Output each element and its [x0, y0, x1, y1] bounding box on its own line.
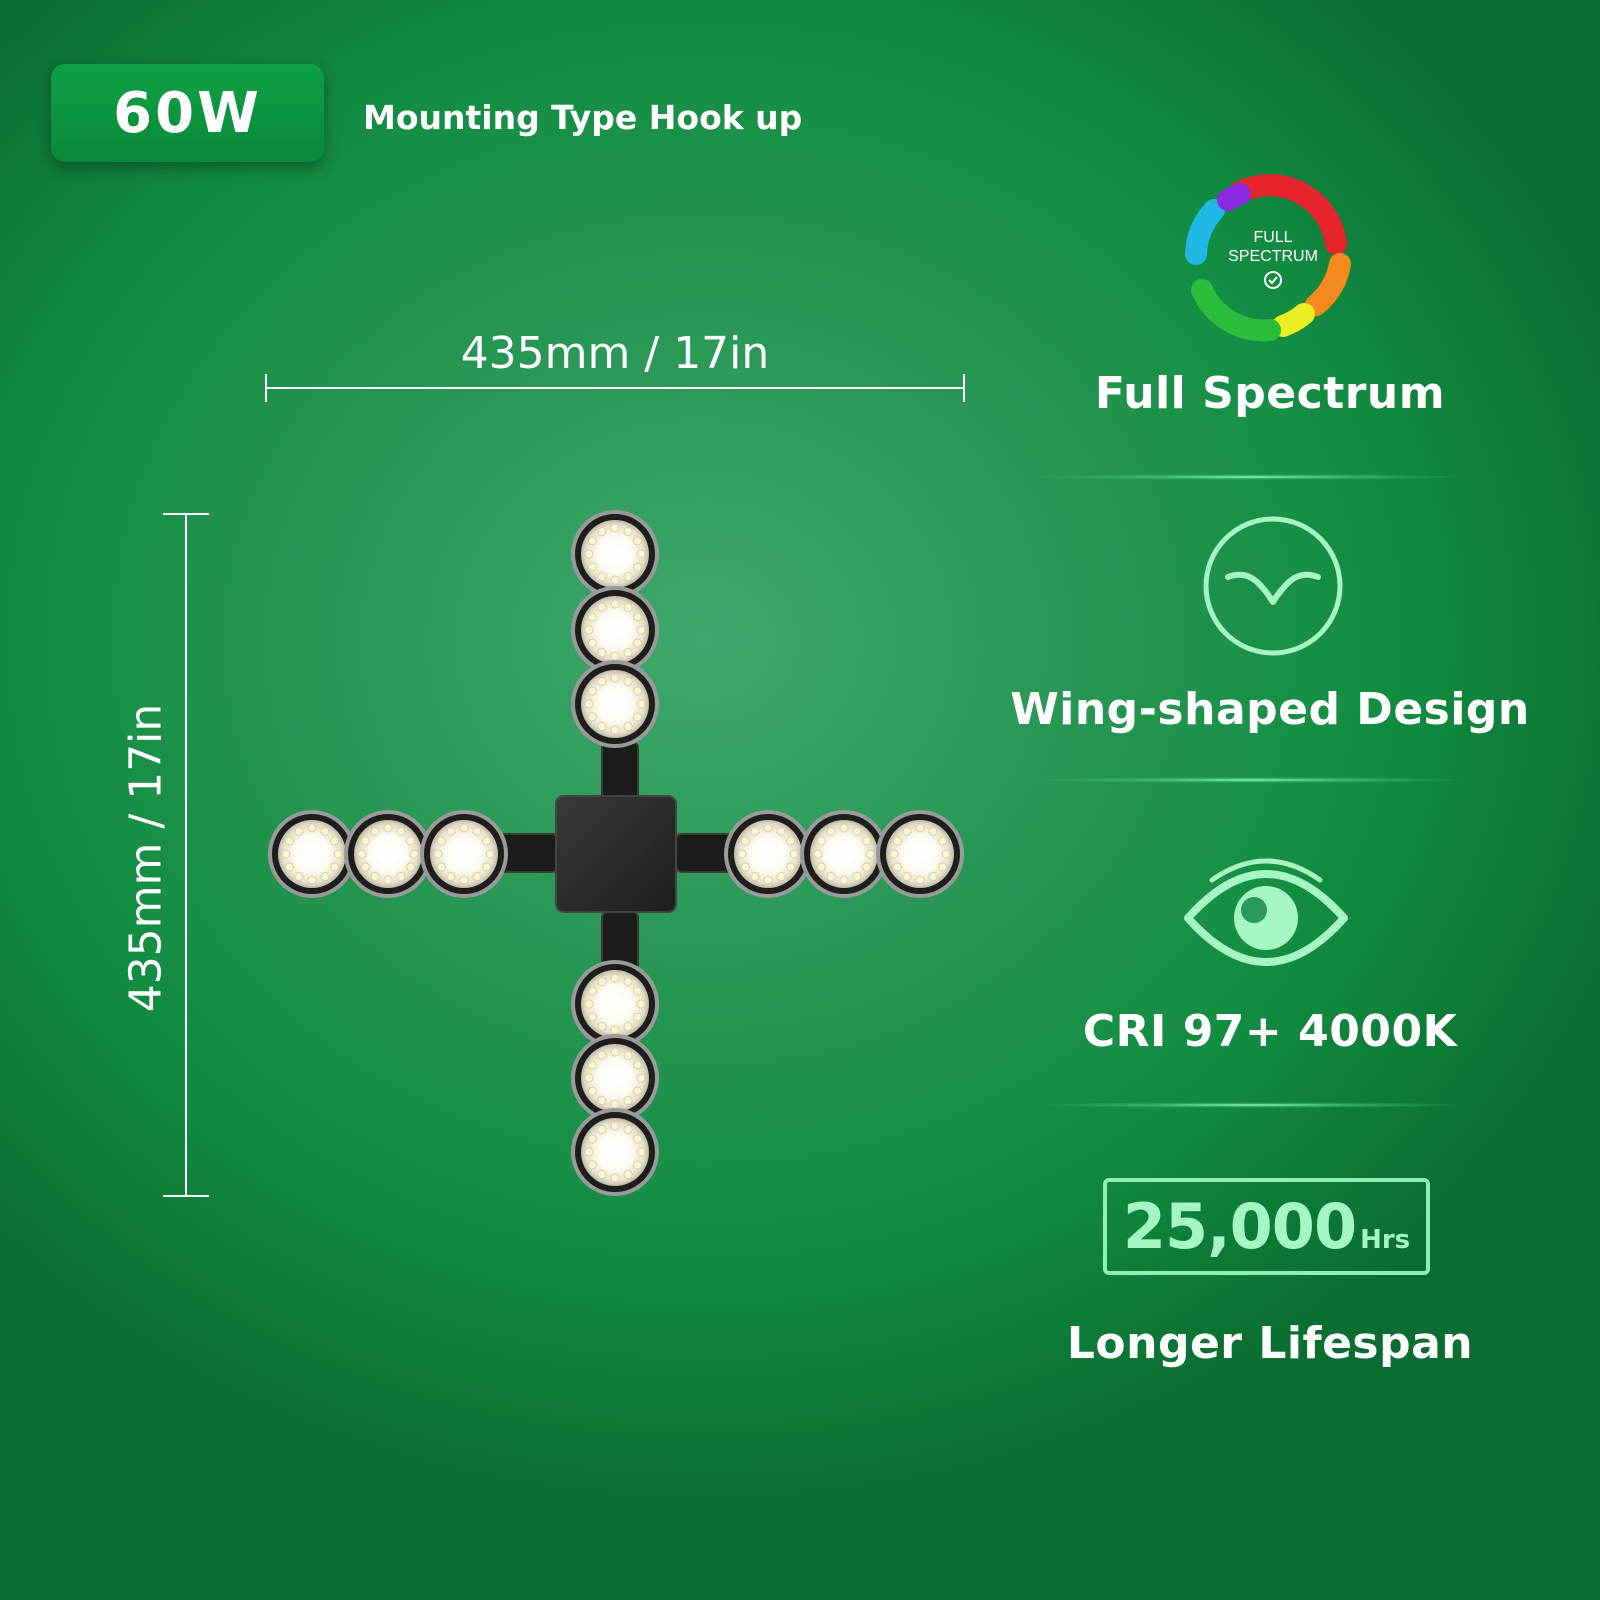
led-module	[571, 960, 659, 1048]
check-circle-icon	[1264, 271, 1282, 289]
led-module	[800, 810, 888, 898]
feature-divider-1	[1030, 474, 1470, 480]
spectrum-icon-text-2: SPECTRUM	[1228, 248, 1318, 265]
feature-cri-label: CRI 97+ 4000K	[1082, 1006, 1458, 1057]
led-module	[420, 810, 508, 898]
feature-divider-2	[1030, 777, 1470, 783]
led-module	[876, 810, 964, 898]
led-module	[344, 810, 432, 898]
led-module	[571, 660, 659, 748]
check-mark-icon	[1268, 276, 1278, 285]
feature-wing-label: Wing-shaped Design	[1010, 684, 1530, 735]
led-module	[268, 810, 356, 898]
led-module	[571, 1034, 659, 1122]
feature-divider-3	[1030, 1102, 1470, 1108]
mounting-type-label: Mounting Type Hook up	[363, 98, 803, 137]
led-modules	[268, 510, 964, 1196]
feature-lifespan-label: Longer Lifespan	[1066, 1318, 1474, 1369]
led-module	[724, 810, 812, 898]
feature-full-spectrum-label: Full Spectrum	[1094, 368, 1446, 419]
spectrum-icon-text-1: FULL	[1253, 229, 1292, 246]
wattage-label: 60W	[113, 80, 262, 146]
led-module	[571, 1108, 659, 1196]
lifespan-unit: Hrs	[1360, 1225, 1411, 1255]
led-module	[571, 586, 659, 674]
lifespan-box: 25,000 Hrs	[1103, 1178, 1430, 1275]
central-hub	[555, 795, 677, 913]
lifespan-value: 25,000	[1122, 1190, 1357, 1263]
led-module	[571, 510, 659, 598]
wattage-badge: 60W	[51, 64, 324, 162]
width-label: 435mm / 17in	[460, 328, 770, 379]
